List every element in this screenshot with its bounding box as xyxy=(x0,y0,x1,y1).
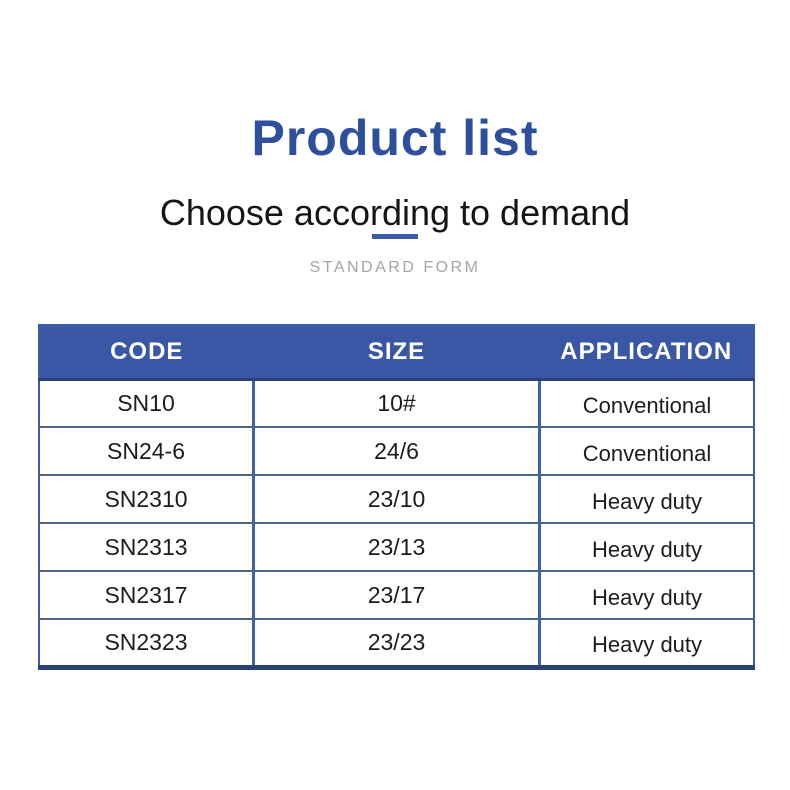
product-table: CODE SIZE APPLICATION SN10 10# Conventiona… xyxy=(38,324,755,670)
cell-size: 24/6 xyxy=(252,426,540,475)
cell-size: 23/23 xyxy=(252,618,540,667)
cell-size: 23/17 xyxy=(252,570,540,619)
cell-application: Heavy duty xyxy=(538,474,754,523)
column-header-code: CODE xyxy=(39,325,254,381)
cell-application: Conventional xyxy=(538,379,754,427)
cell-code: SN2310 xyxy=(39,474,254,523)
cell-size: 23/10 xyxy=(252,474,540,523)
column-header-size: SIZE xyxy=(253,325,540,381)
title-divider xyxy=(372,234,418,239)
cell-code: SN2317 xyxy=(39,570,254,619)
column-header-application: APPLICATION xyxy=(539,325,754,381)
table-header: CODE SIZE APPLICATION xyxy=(39,325,754,381)
cell-size: 23/13 xyxy=(252,522,540,571)
table-row: SN2323 23/23 Heavy duty xyxy=(39,618,754,667)
cell-size: 10# xyxy=(252,379,540,427)
cell-application: Heavy duty xyxy=(538,522,754,571)
cell-code: SN10 xyxy=(117,389,175,416)
cell-application: Heavy duty xyxy=(538,570,754,619)
page-subtitle: Choose according to demand xyxy=(159,191,631,233)
table-row: SN2313 23/13 Heavy duty xyxy=(39,522,754,571)
table-row: SN2317 23/17 Heavy duty xyxy=(39,570,754,619)
cell-code: SN2323 xyxy=(39,618,254,667)
page-title: Product list xyxy=(251,109,539,166)
table-header-row: CODE SIZE APPLICATION xyxy=(39,325,754,381)
cell-code: SN2313 xyxy=(39,522,254,571)
table-body: SN10 10# Conventional SN24-6 24/6 Conventiona… xyxy=(39,379,754,667)
cell-application: Heavy duty xyxy=(538,618,754,667)
table-row: SN24-6 24/6 Conventional xyxy=(39,426,754,475)
table-row: SN10 10# Conventional xyxy=(39,379,754,427)
cell-code: SN24-6 xyxy=(39,426,254,475)
cell-application: Conventional xyxy=(538,426,754,475)
section-label: STANDARD FORM xyxy=(309,259,481,276)
table-row: SN2310 23/10 Heavy duty xyxy=(39,474,754,523)
